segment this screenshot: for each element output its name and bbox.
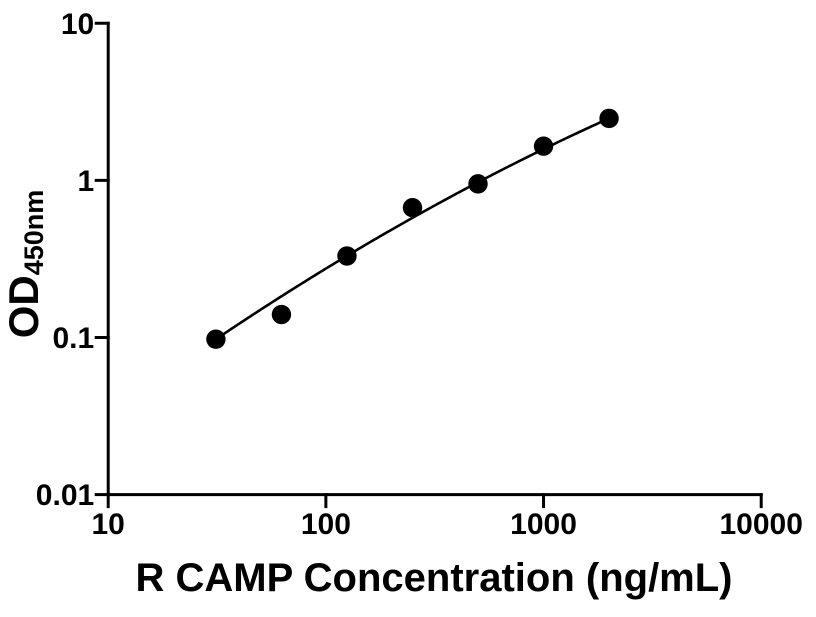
svg-text:0.01: 0.01 [36,479,94,512]
svg-text:1000: 1000 [510,508,577,541]
svg-text:1: 1 [78,165,95,198]
svg-text:100: 100 [301,508,351,541]
svg-text:R CAMP Concentration (ng/mL): R CAMP Concentration (ng/mL) [135,556,732,600]
svg-text:10000: 10000 [719,508,802,541]
svg-text:10: 10 [92,508,125,541]
svg-text:OD450nm: OD450nm [0,190,49,339]
svg-text:10: 10 [61,8,94,41]
svg-text:0.1: 0.1 [52,322,94,355]
